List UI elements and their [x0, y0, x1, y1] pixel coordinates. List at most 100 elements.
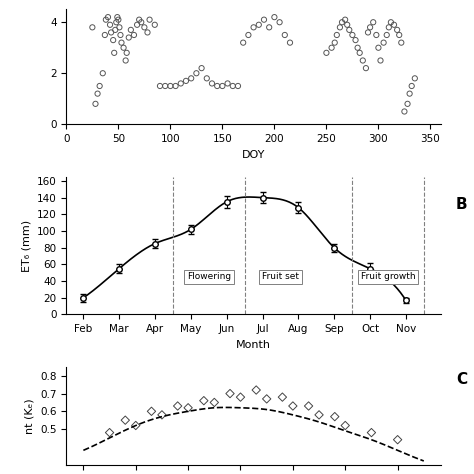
Point: [338, 18, 346, 26]
Point: [161, 82, 169, 90]
Point: [368, 429, 375, 437]
Point: [99, 70, 107, 77]
Point: [234, 82, 242, 90]
Point: [229, 82, 237, 90]
Point: [156, 82, 164, 90]
Point: [133, 21, 141, 28]
Point: [356, 49, 364, 56]
Point: [263, 395, 271, 403]
Point: [200, 397, 208, 404]
Point: [116, 24, 123, 31]
Point: [94, 90, 101, 98]
Point: [91, 100, 99, 108]
Point: [107, 28, 115, 36]
Point: [192, 70, 200, 77]
Point: [127, 26, 135, 34]
Text: Fruit growth: Fruit growth: [361, 273, 415, 282]
Point: [158, 411, 166, 419]
Point: [328, 44, 336, 52]
Point: [118, 39, 125, 46]
Point: [123, 49, 130, 56]
Point: [224, 80, 231, 87]
Point: [111, 26, 119, 34]
Point: [260, 16, 268, 24]
Point: [336, 24, 344, 31]
Point: [393, 26, 401, 34]
Point: [106, 429, 113, 437]
X-axis label: Month: Month: [236, 340, 271, 350]
Point: [102, 16, 109, 24]
Point: [401, 108, 408, 115]
Point: [187, 74, 195, 82]
Point: [331, 413, 338, 420]
Point: [346, 26, 353, 34]
Point: [387, 18, 395, 26]
Point: [219, 82, 226, 90]
Point: [276, 18, 283, 26]
Point: [172, 82, 179, 90]
Point: [141, 24, 148, 31]
Point: [226, 390, 234, 397]
Point: [112, 18, 120, 26]
Point: [208, 80, 216, 87]
Point: [114, 13, 121, 21]
Point: [362, 64, 370, 72]
Text: B: B: [456, 197, 467, 212]
Point: [184, 404, 192, 411]
Point: [404, 100, 411, 108]
Point: [210, 399, 218, 406]
Point: [239, 39, 247, 46]
Point: [323, 49, 330, 56]
Point: [380, 39, 387, 46]
Point: [96, 82, 103, 90]
Point: [130, 31, 138, 39]
Point: [148, 408, 155, 415]
Point: [374, 44, 382, 52]
Text: C: C: [456, 372, 467, 387]
Point: [166, 82, 174, 90]
Point: [394, 436, 401, 444]
Point: [271, 13, 278, 21]
Point: [106, 21, 114, 28]
Point: [369, 18, 377, 26]
Point: [121, 416, 129, 424]
Point: [137, 18, 145, 26]
Point: [174, 402, 182, 410]
Point: [286, 39, 294, 46]
Point: [182, 77, 190, 85]
Point: [333, 31, 341, 39]
Point: [110, 49, 118, 56]
Point: [373, 31, 380, 39]
Point: [341, 422, 349, 429]
Point: [281, 31, 289, 39]
Text: Fruit set: Fruit set: [262, 273, 299, 282]
Point: [117, 31, 124, 39]
Point: [359, 57, 366, 64]
Point: [253, 386, 260, 394]
Point: [89, 24, 96, 31]
Point: [366, 24, 374, 31]
Point: [331, 39, 338, 46]
Point: [377, 57, 384, 64]
Point: [146, 16, 154, 24]
X-axis label: DOY: DOY: [242, 149, 265, 160]
Point: [120, 44, 128, 52]
Point: [245, 31, 252, 39]
Point: [289, 402, 297, 410]
Point: [104, 13, 112, 21]
Point: [344, 21, 351, 28]
Point: [354, 44, 361, 52]
Point: [237, 393, 244, 401]
Point: [213, 82, 221, 90]
Point: [352, 36, 359, 44]
Point: [250, 24, 257, 31]
Point: [144, 28, 151, 36]
Point: [101, 31, 109, 39]
Point: [177, 80, 184, 87]
Y-axis label: nt (Kₑ): nt (Kₑ): [25, 398, 35, 434]
Point: [398, 39, 405, 46]
Point: [125, 34, 133, 41]
Point: [348, 31, 356, 39]
Point: [364, 28, 372, 36]
Point: [279, 393, 286, 401]
